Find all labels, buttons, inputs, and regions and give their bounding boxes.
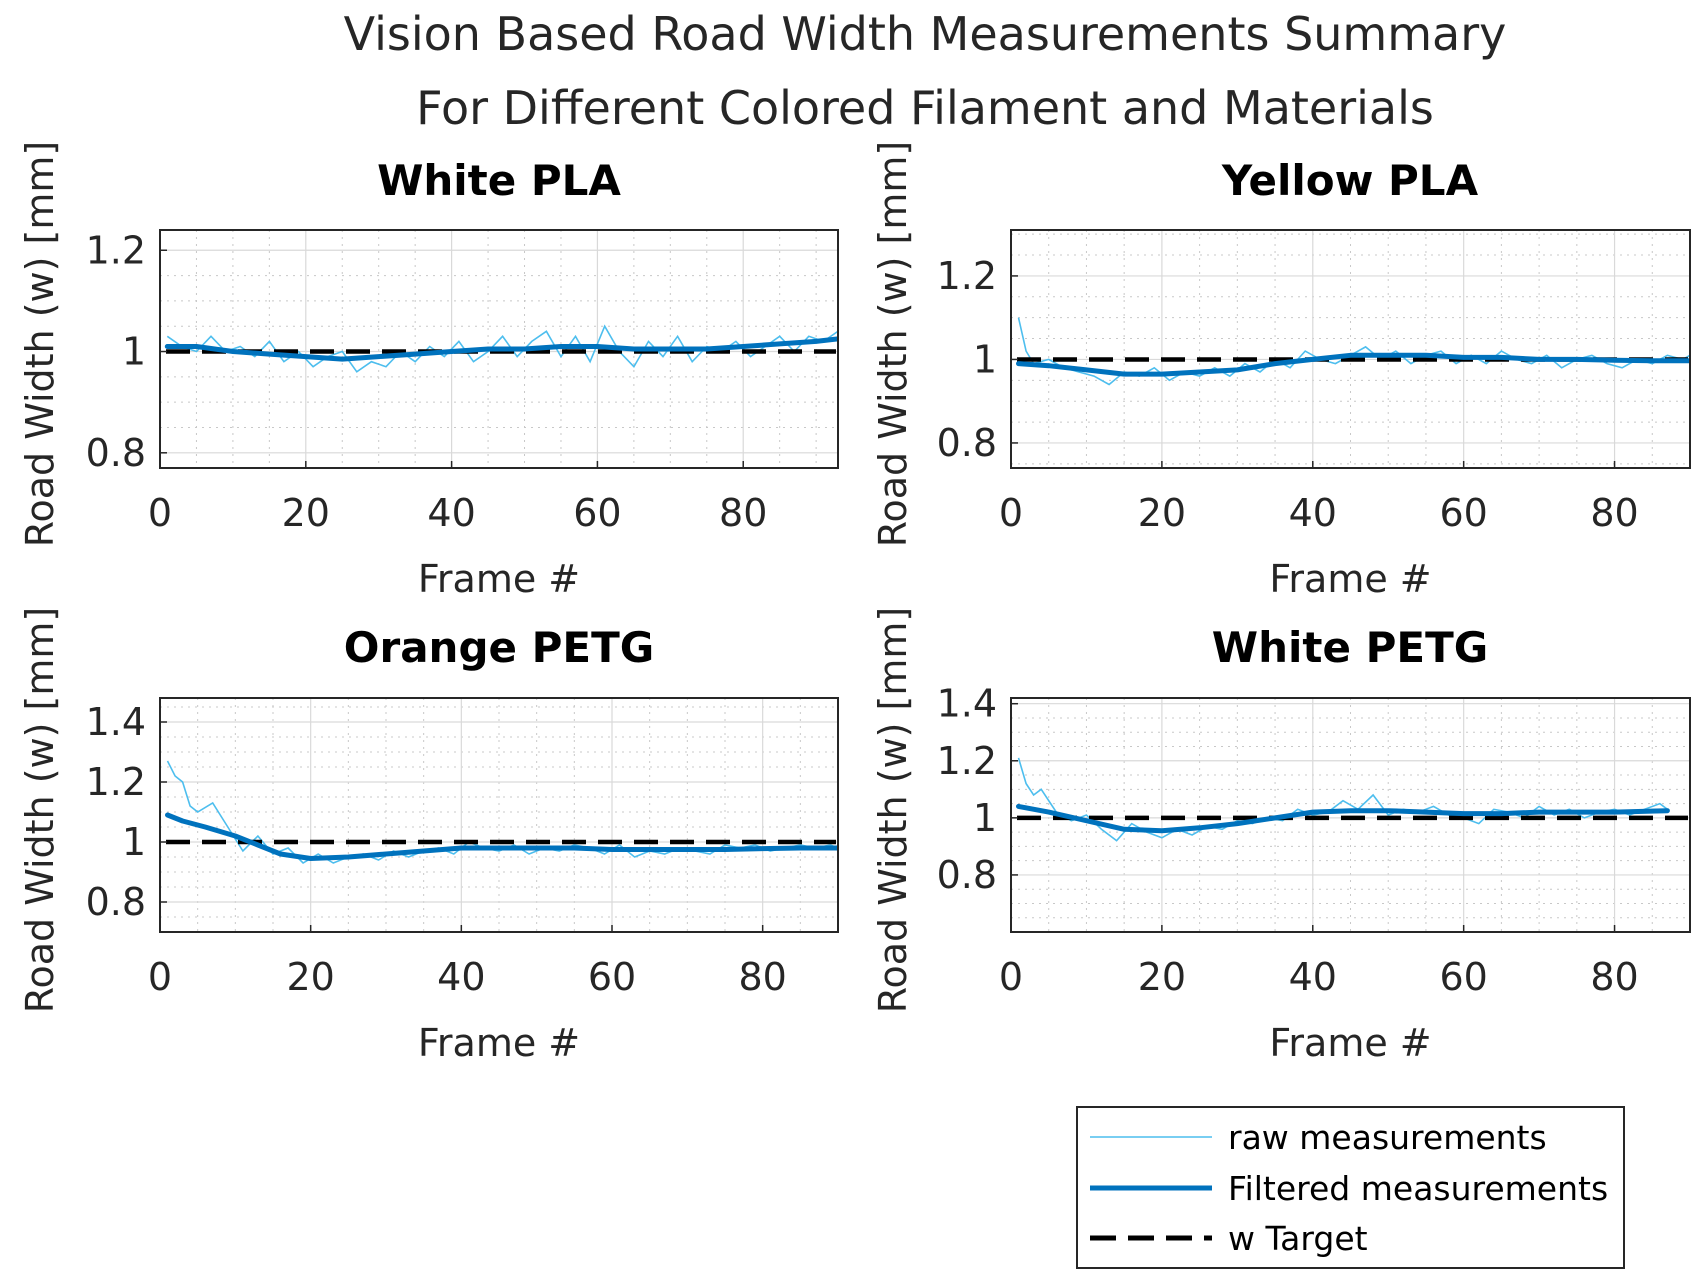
x-tick-label: 20 [282,491,330,535]
y-tick-label: 1.2 [86,228,146,272]
x-tick-label: 20 [1138,491,1186,535]
x-axis-label: Frame # [418,1021,580,1065]
filtered-measurements-line [165,812,838,861]
figure-title-line2: For Different Colored Filament and Mater… [416,81,1434,135]
y-tick-label: 1.4 [86,700,146,744]
y-axis-label: Road Width (w) [mm] [18,141,62,547]
figure-title-line1: Vision Based Road Width Measurements Sum… [344,7,1507,61]
filtered-measurements-line [1016,803,1670,834]
x-tick-label: 40 [437,955,485,999]
x-tick-label: 60 [588,955,636,999]
x-tick-label: 0 [999,491,1023,535]
x-tick-label: 0 [148,491,172,535]
subplot-white-pla: 0 20 40 60 80 0.8 1 1.2 White PLA Frame # Road Wid… [18,141,839,601]
x-axis-label: Frame # [418,557,580,601]
x-tick-label: 0 [148,955,172,999]
axes-box [159,697,839,933]
subplot-title: White PLA [377,156,621,205]
x-tick-label: 60 [1439,955,1487,999]
x-tick-label: 80 [1590,955,1638,999]
y-tick-label: 1.2 [937,254,997,298]
subplot-orange-petg: 0 20 40 60 80 0.8 1 1.2 1.4 Orange PETG Frame # Roa… [18,607,839,1065]
y-tick-label: 0.8 [86,431,146,475]
legend-target-label: w Target [1228,1219,1368,1258]
x-tick-label: 40 [1289,955,1337,999]
y-tick-label: 1.2 [937,739,997,783]
subplot-title: White PETG [1212,623,1488,672]
filtered-measurements-line [164,336,838,362]
y-tick-label: 0.8 [937,421,997,465]
x-tick-label: 80 [719,491,767,535]
y-tick-label: 1.4 [937,682,997,726]
y-tick-label: 1 [973,796,997,840]
legend-raw-label: raw measurements [1228,1118,1547,1157]
x-tick-label: 60 [573,491,621,535]
y-tick-label: 0.8 [937,853,997,897]
x-axis-label: Frame # [1269,557,1431,601]
series-group [165,760,838,865]
y-axis-label: Road Width (w) [mm] [18,607,62,1013]
x-tick-label: 40 [427,491,475,535]
y-tick-label: 1.2 [86,760,146,804]
y-tick-label: 1 [122,820,146,864]
y-tick-label: 1 [122,330,146,374]
subplot-title: Orange PETG [344,623,654,672]
subplot-title: Yellow PLA [1221,156,1479,205]
x-tick-label: 40 [1289,491,1337,535]
filtered-measurements-line [1016,352,1690,377]
plot-area [1011,698,1690,932]
x-tick-label: 20 [286,955,334,999]
x-tick-label: 80 [738,955,786,999]
series-group [164,324,838,373]
x-tick-label: 60 [1439,491,1487,535]
subplot-white-petg: 0 20 40 60 80 0.8 1 1.2 1.4 White PETG Frame # Road… [871,607,1691,1065]
x-tick-label: 20 [1138,955,1186,999]
y-tick-label: 1 [973,337,997,381]
x-tick-label: 0 [999,955,1023,999]
y-axis-label: Road Width (w) [mm] [871,141,915,547]
x-tick-label: 80 [1590,491,1638,535]
axes-box [1010,229,1691,469]
axes-box [1010,697,1691,933]
legend: raw measurements Filtered measurements w… [1076,1106,1625,1269]
legend-filtered-label: Filtered measurements [1228,1169,1608,1208]
axes-box [159,229,839,469]
y-tick-label: 0.8 [86,880,146,924]
x-axis-label: Frame # [1269,1021,1431,1065]
subplot-yellow-pla: 0 20 40 60 80 0.8 1 1.2 Yellow PLA Frame # Road Wi… [871,141,1691,601]
y-axis-label: Road Width (w) [mm] [871,607,915,1013]
series-group [1016,757,1688,842]
series-group [1016,317,1690,386]
